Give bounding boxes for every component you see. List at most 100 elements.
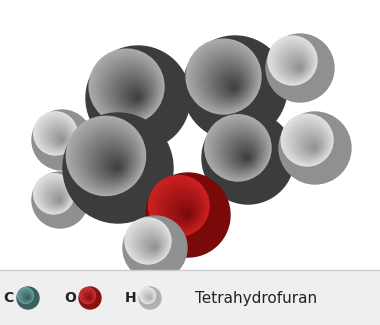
Circle shape xyxy=(144,238,161,254)
Circle shape xyxy=(133,226,167,260)
Circle shape xyxy=(166,193,200,227)
Circle shape xyxy=(80,288,95,303)
Circle shape xyxy=(152,179,207,234)
Circle shape xyxy=(286,54,308,76)
Circle shape xyxy=(99,59,159,119)
Circle shape xyxy=(103,152,126,176)
Circle shape xyxy=(40,180,71,211)
Circle shape xyxy=(56,134,65,143)
Circle shape xyxy=(87,137,135,185)
Circle shape xyxy=(18,288,33,303)
Circle shape xyxy=(301,135,322,155)
Circle shape xyxy=(142,290,154,302)
Circle shape xyxy=(55,133,66,144)
Circle shape xyxy=(140,233,163,256)
Circle shape xyxy=(36,176,73,213)
Circle shape xyxy=(123,216,187,280)
Circle shape xyxy=(148,296,151,299)
Circle shape xyxy=(128,88,143,103)
Circle shape xyxy=(71,122,143,193)
Circle shape xyxy=(293,126,327,160)
Circle shape xyxy=(226,136,260,170)
Circle shape xyxy=(87,295,91,299)
Circle shape xyxy=(66,116,146,196)
Text: O: O xyxy=(64,291,76,305)
Circle shape xyxy=(34,112,77,155)
Circle shape xyxy=(82,290,94,302)
Circle shape xyxy=(52,192,64,204)
Circle shape xyxy=(83,291,94,302)
Circle shape xyxy=(300,133,323,156)
Circle shape xyxy=(303,136,321,154)
Circle shape xyxy=(34,174,74,214)
Circle shape xyxy=(89,296,91,299)
Circle shape xyxy=(79,129,139,188)
Circle shape xyxy=(130,222,169,262)
Text: C: C xyxy=(4,291,14,305)
Circle shape xyxy=(54,193,63,203)
Circle shape xyxy=(125,218,171,264)
Circle shape xyxy=(83,291,93,302)
Circle shape xyxy=(94,54,162,122)
Circle shape xyxy=(242,151,252,162)
Circle shape xyxy=(289,57,306,74)
Circle shape xyxy=(41,119,73,151)
Circle shape xyxy=(157,183,205,232)
Circle shape xyxy=(97,147,129,179)
Circle shape xyxy=(36,115,76,153)
Circle shape xyxy=(279,47,311,79)
Circle shape xyxy=(244,154,250,160)
Circle shape xyxy=(143,291,154,302)
Circle shape xyxy=(228,138,258,168)
Circle shape xyxy=(295,128,326,159)
Circle shape xyxy=(131,224,168,261)
Circle shape xyxy=(116,165,119,169)
Circle shape xyxy=(27,297,28,299)
Circle shape xyxy=(281,114,333,166)
Circle shape xyxy=(84,135,136,186)
Circle shape xyxy=(188,42,260,113)
Circle shape xyxy=(136,96,139,99)
Circle shape xyxy=(128,221,169,262)
Circle shape xyxy=(284,52,309,76)
Circle shape xyxy=(296,129,325,158)
Circle shape xyxy=(25,295,29,299)
Circle shape xyxy=(82,132,137,187)
Circle shape xyxy=(43,183,69,209)
Circle shape xyxy=(116,76,150,110)
Circle shape xyxy=(215,125,265,175)
Circle shape xyxy=(228,81,239,92)
Circle shape xyxy=(85,293,93,301)
Circle shape xyxy=(186,213,189,216)
Circle shape xyxy=(220,130,263,173)
Circle shape xyxy=(152,245,157,250)
Circle shape xyxy=(119,78,149,109)
Circle shape xyxy=(147,240,159,252)
Circle shape xyxy=(38,116,75,153)
Circle shape xyxy=(95,145,130,180)
Circle shape xyxy=(135,228,165,258)
Circle shape xyxy=(162,189,202,229)
Circle shape xyxy=(127,219,170,263)
Circle shape xyxy=(246,156,249,159)
Circle shape xyxy=(308,141,318,151)
Circle shape xyxy=(141,234,162,255)
Circle shape xyxy=(143,291,154,302)
Circle shape xyxy=(121,81,147,107)
Circle shape xyxy=(87,295,92,300)
Circle shape xyxy=(282,50,309,77)
Circle shape xyxy=(109,69,154,114)
Circle shape xyxy=(274,43,314,82)
Circle shape xyxy=(307,139,320,152)
Circle shape xyxy=(58,136,64,142)
Circle shape xyxy=(139,287,161,309)
Circle shape xyxy=(183,36,287,140)
Circle shape xyxy=(268,36,317,85)
Circle shape xyxy=(310,143,318,151)
Circle shape xyxy=(172,199,196,223)
Circle shape xyxy=(290,58,305,73)
Circle shape xyxy=(32,172,88,228)
Circle shape xyxy=(203,56,252,105)
Circle shape xyxy=(297,65,302,70)
Circle shape xyxy=(108,158,124,174)
